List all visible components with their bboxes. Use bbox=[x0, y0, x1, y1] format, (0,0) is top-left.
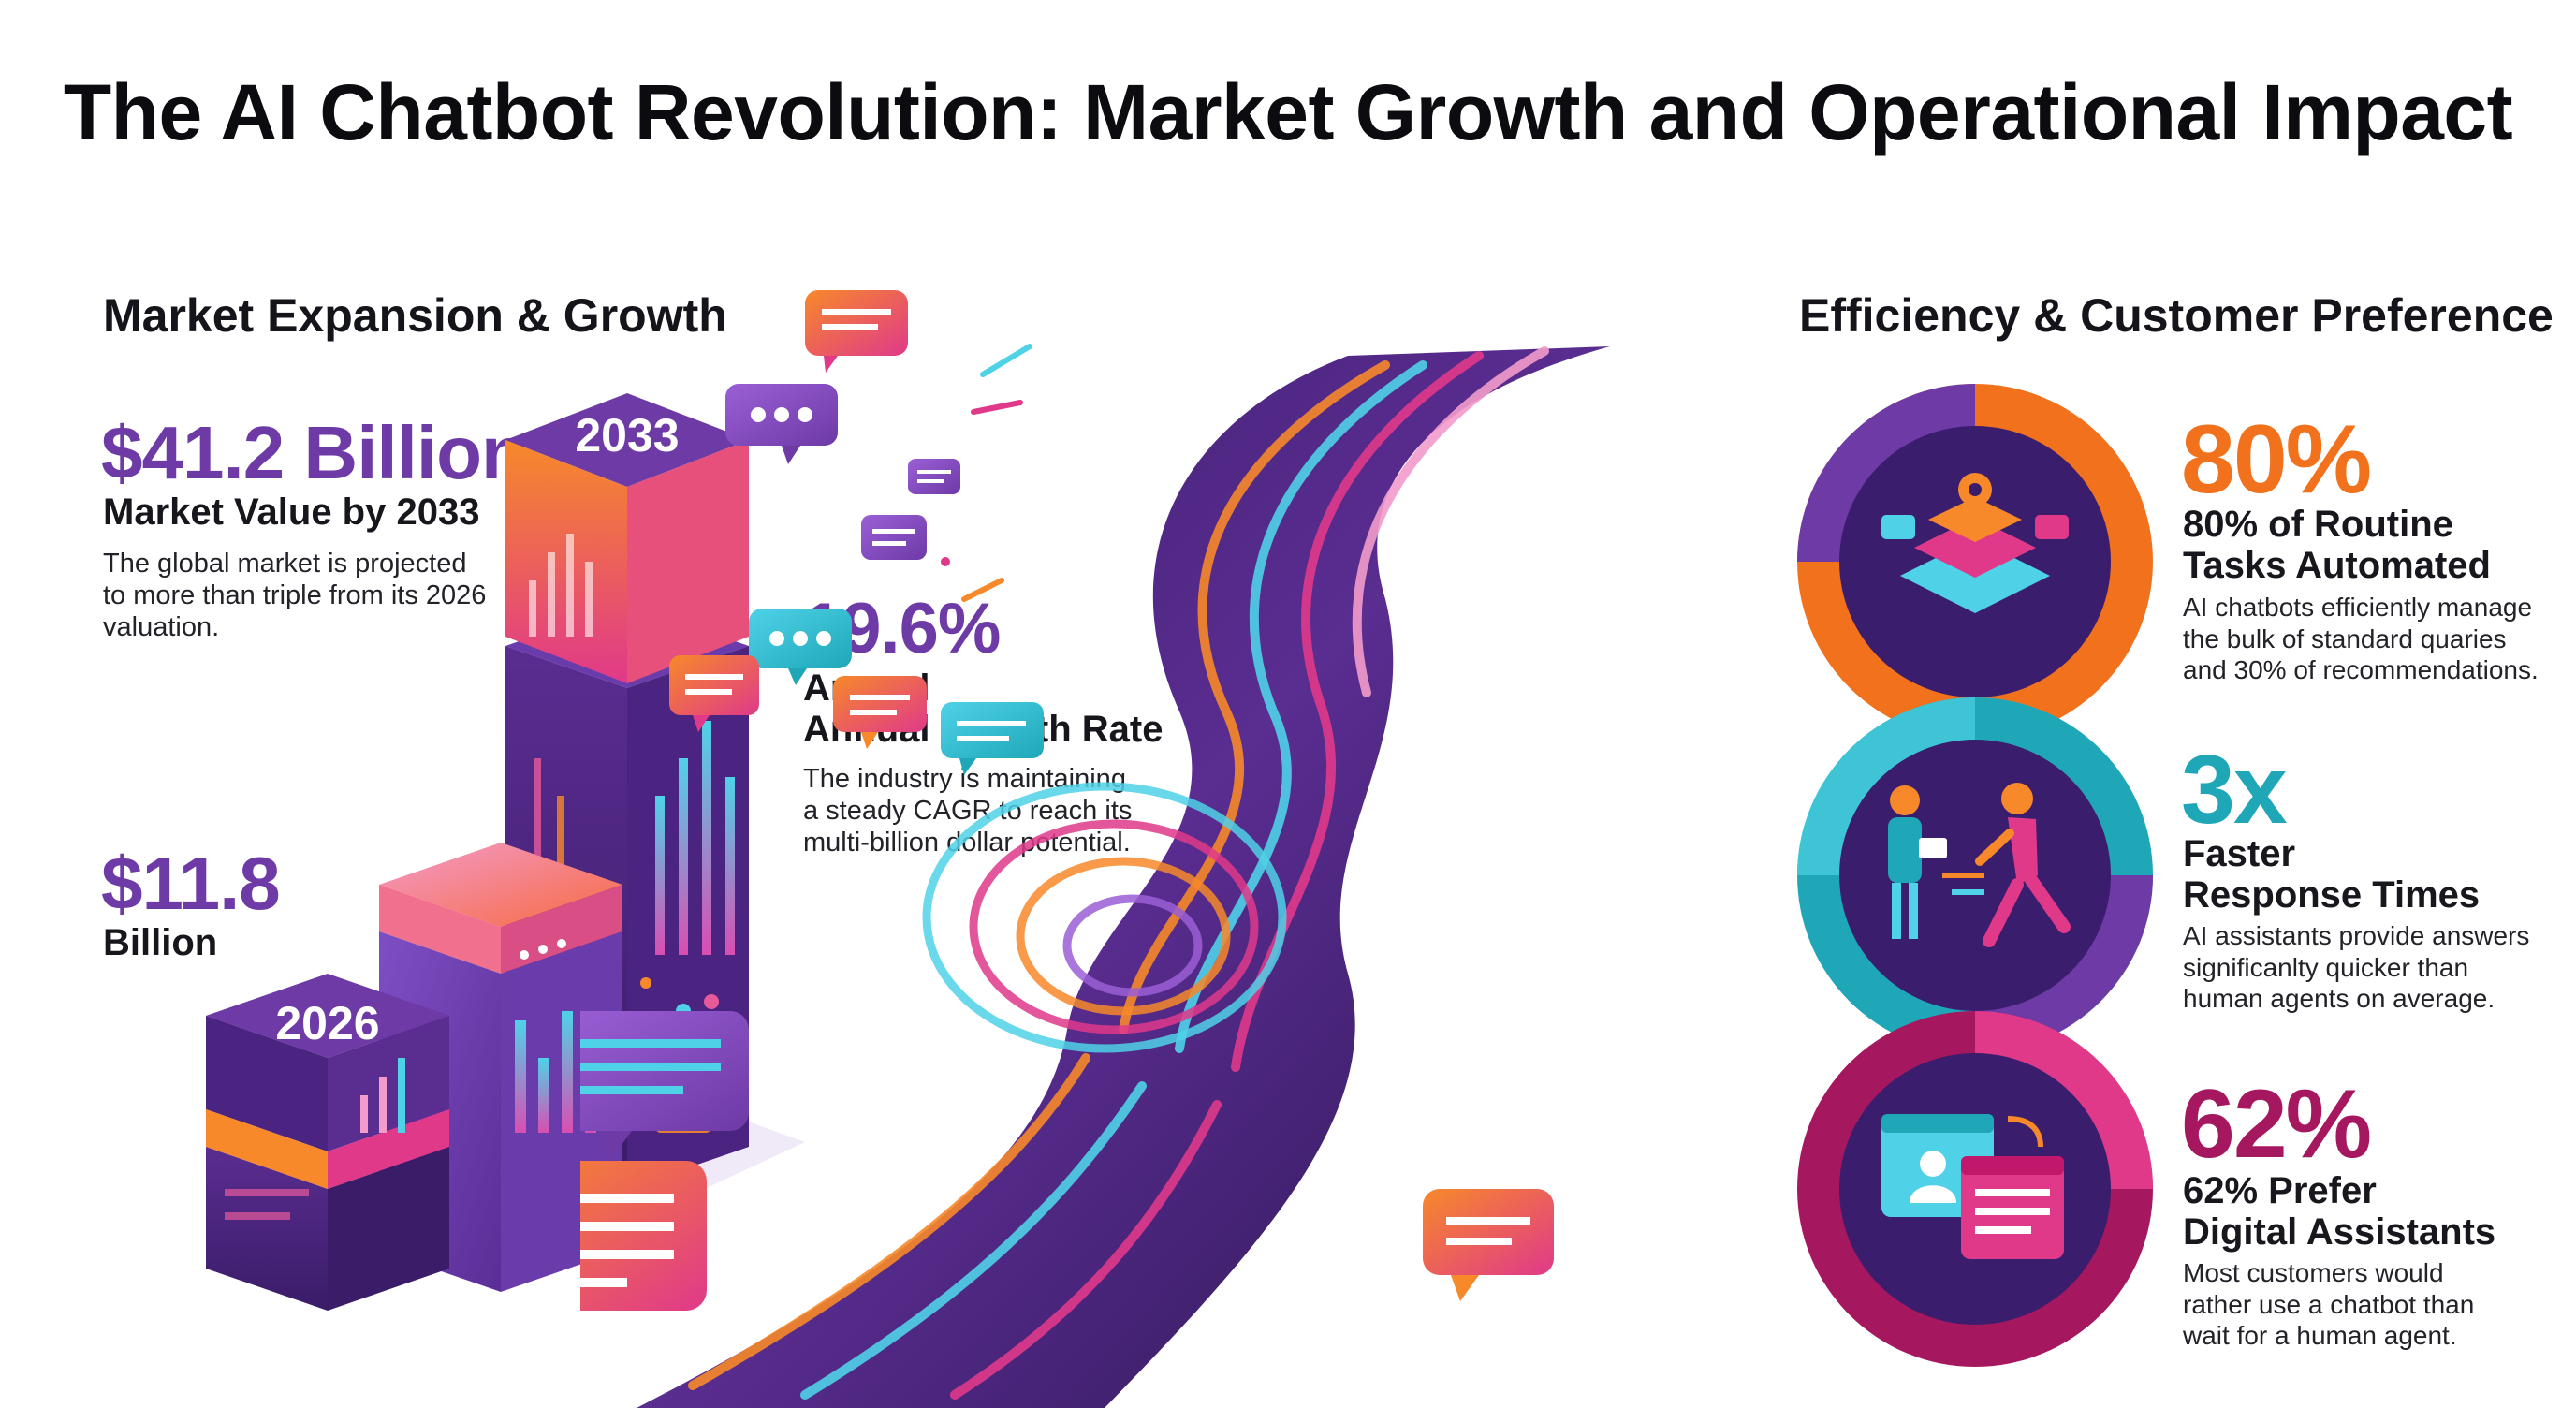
chat-bubble-icon bbox=[941, 702, 1044, 775]
market-value-2026-unit: Billion bbox=[103, 922, 218, 963]
chat-bubble-icon bbox=[580, 1011, 749, 1163]
chat-bubble-icon bbox=[749, 609, 852, 685]
chat-bubble-icon bbox=[1423, 1189, 1554, 1301]
preference-desc: Most customers would rather use a chatbo… bbox=[2183, 1258, 2475, 1351]
market-value-2033: $41.2 Billion bbox=[101, 411, 527, 494]
chat-bubble-icon bbox=[805, 290, 908, 373]
tower-2026: 2026 bbox=[206, 974, 449, 1311]
market-value-2026: $11.8 bbox=[101, 842, 281, 925]
market-section-heading: Market Expansion & Growth bbox=[103, 289, 727, 342]
running-person-icon bbox=[1888, 783, 2071, 947]
market-value-2033-desc: The global market is projected to more t… bbox=[103, 549, 487, 643]
chat-bubble-icon bbox=[833, 676, 927, 749]
automation-title: 80% of Routine Tasks Automated bbox=[2183, 504, 2491, 586]
chat-window-user-icon bbox=[1881, 1114, 2064, 1259]
preference-title: 62% Prefer Digital Assistants bbox=[2183, 1170, 2496, 1253]
year-2033-label: 2033 bbox=[575, 409, 679, 462]
chat-bubble-icon bbox=[725, 384, 838, 464]
automation-stat: 80% bbox=[2181, 405, 2372, 514]
page-title: The AI Chatbot Revolution: Market Growth… bbox=[63, 68, 2513, 156]
automation-desc: AI chatbots efficiently manage the bulk … bbox=[2183, 593, 2539, 685]
chat-bubble-icon bbox=[580, 1161, 707, 1311]
chat-bubble-icon bbox=[669, 655, 759, 732]
speed-title: Faster Response Times bbox=[2183, 833, 2481, 916]
stacked-layers-gear-icon bbox=[1881, 473, 2069, 613]
speed-circle bbox=[1797, 697, 2153, 1053]
chatbot-swirl-illustration bbox=[580, 290, 1610, 1408]
market-value-2033-label: Market Value by 2033 bbox=[103, 491, 480, 533]
chat-bubble-icon bbox=[861, 515, 927, 560]
speed-desc: AI assistants provide answers significan… bbox=[2183, 921, 2530, 1014]
year-2026-label: 2026 bbox=[275, 997, 379, 1049]
preference-stat: 62% bbox=[2181, 1070, 2372, 1179]
preference-circle bbox=[1797, 1011, 2153, 1367]
speed-stat: 3x bbox=[2181, 736, 2288, 844]
efficiency-circles-illustration bbox=[1797, 384, 2153, 1367]
efficiency-section-heading: Efficiency & Customer Preference bbox=[1799, 289, 2554, 342]
cagr-desc: The industry is maintaining a steady CAG… bbox=[803, 764, 1133, 858]
chat-bubble-icon bbox=[908, 459, 960, 494]
automation-circle bbox=[1797, 384, 2153, 740]
